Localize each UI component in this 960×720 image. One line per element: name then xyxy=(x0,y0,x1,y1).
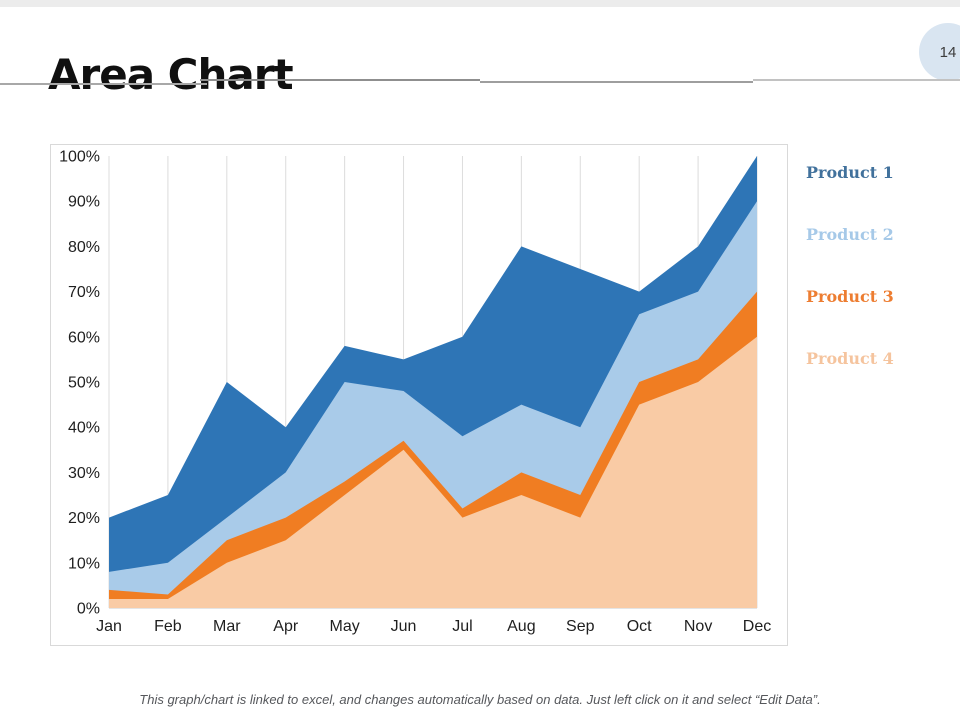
y-tick-label: 80% xyxy=(68,239,100,256)
x-tick-label: Oct xyxy=(627,618,652,635)
legend-item-product-2[interactable]: Product 2 xyxy=(806,225,894,244)
x-tick-label: Dec xyxy=(743,618,771,635)
x-tick-label: Feb xyxy=(154,618,182,635)
title-divider-segment xyxy=(753,79,960,81)
chart-legend: Product 1 Product 2 Product 3 Product 4 xyxy=(806,163,894,368)
page-number-badge: 14 xyxy=(919,23,960,81)
x-tick-label: Jun xyxy=(391,618,417,635)
x-tick-label: Sep xyxy=(566,618,595,635)
title-divider-segment xyxy=(200,79,480,81)
area-series-product-4[interactable] xyxy=(109,336,757,608)
y-tick-label: 100% xyxy=(59,149,100,166)
title-divider-segment xyxy=(0,83,207,85)
legend-item-product-3[interactable]: Product 3 xyxy=(806,287,894,306)
y-tick-label: 70% xyxy=(68,284,100,301)
y-tick-label: 30% xyxy=(68,465,100,482)
x-tick-label: Mar xyxy=(213,618,241,635)
x-tick-label: Nov xyxy=(684,618,712,635)
y-tick-label: 60% xyxy=(68,329,100,346)
page-number: 14 xyxy=(939,43,957,61)
title-divider-segment xyxy=(480,81,753,83)
y-tick-label: 0% xyxy=(77,601,100,618)
x-tick-label: May xyxy=(330,618,360,635)
page-title: Area Chart xyxy=(48,50,294,100)
x-tick-label: Aug xyxy=(507,618,535,635)
area-chart[interactable]: 0% 10% 20% 30% 40% 50% 60% 70% 80% 90% 100% Jan Feb M… xyxy=(51,145,787,645)
area-chart-panel[interactable]: 0% 10% 20% 30% 40% 50% 60% 70% 80% 90% 100% Jan Feb M… xyxy=(50,144,788,646)
y-tick-label: 20% xyxy=(68,510,100,527)
legend-item-product-4[interactable]: Product 4 xyxy=(806,349,894,368)
y-tick-label: 50% xyxy=(68,375,100,392)
top-edge-strip xyxy=(0,0,960,7)
x-tick-label: Jan xyxy=(96,618,122,635)
legend-item-product-1[interactable]: Product 1 xyxy=(806,163,894,182)
x-tick-label: Apr xyxy=(273,618,299,635)
y-tick-label: 90% xyxy=(68,194,100,211)
y-tick-label: 10% xyxy=(68,555,100,572)
x-tick-label: Jul xyxy=(452,618,472,635)
footer-note: This graph/chart is linked to excel, and… xyxy=(139,692,821,707)
y-tick-label: 40% xyxy=(68,420,100,437)
